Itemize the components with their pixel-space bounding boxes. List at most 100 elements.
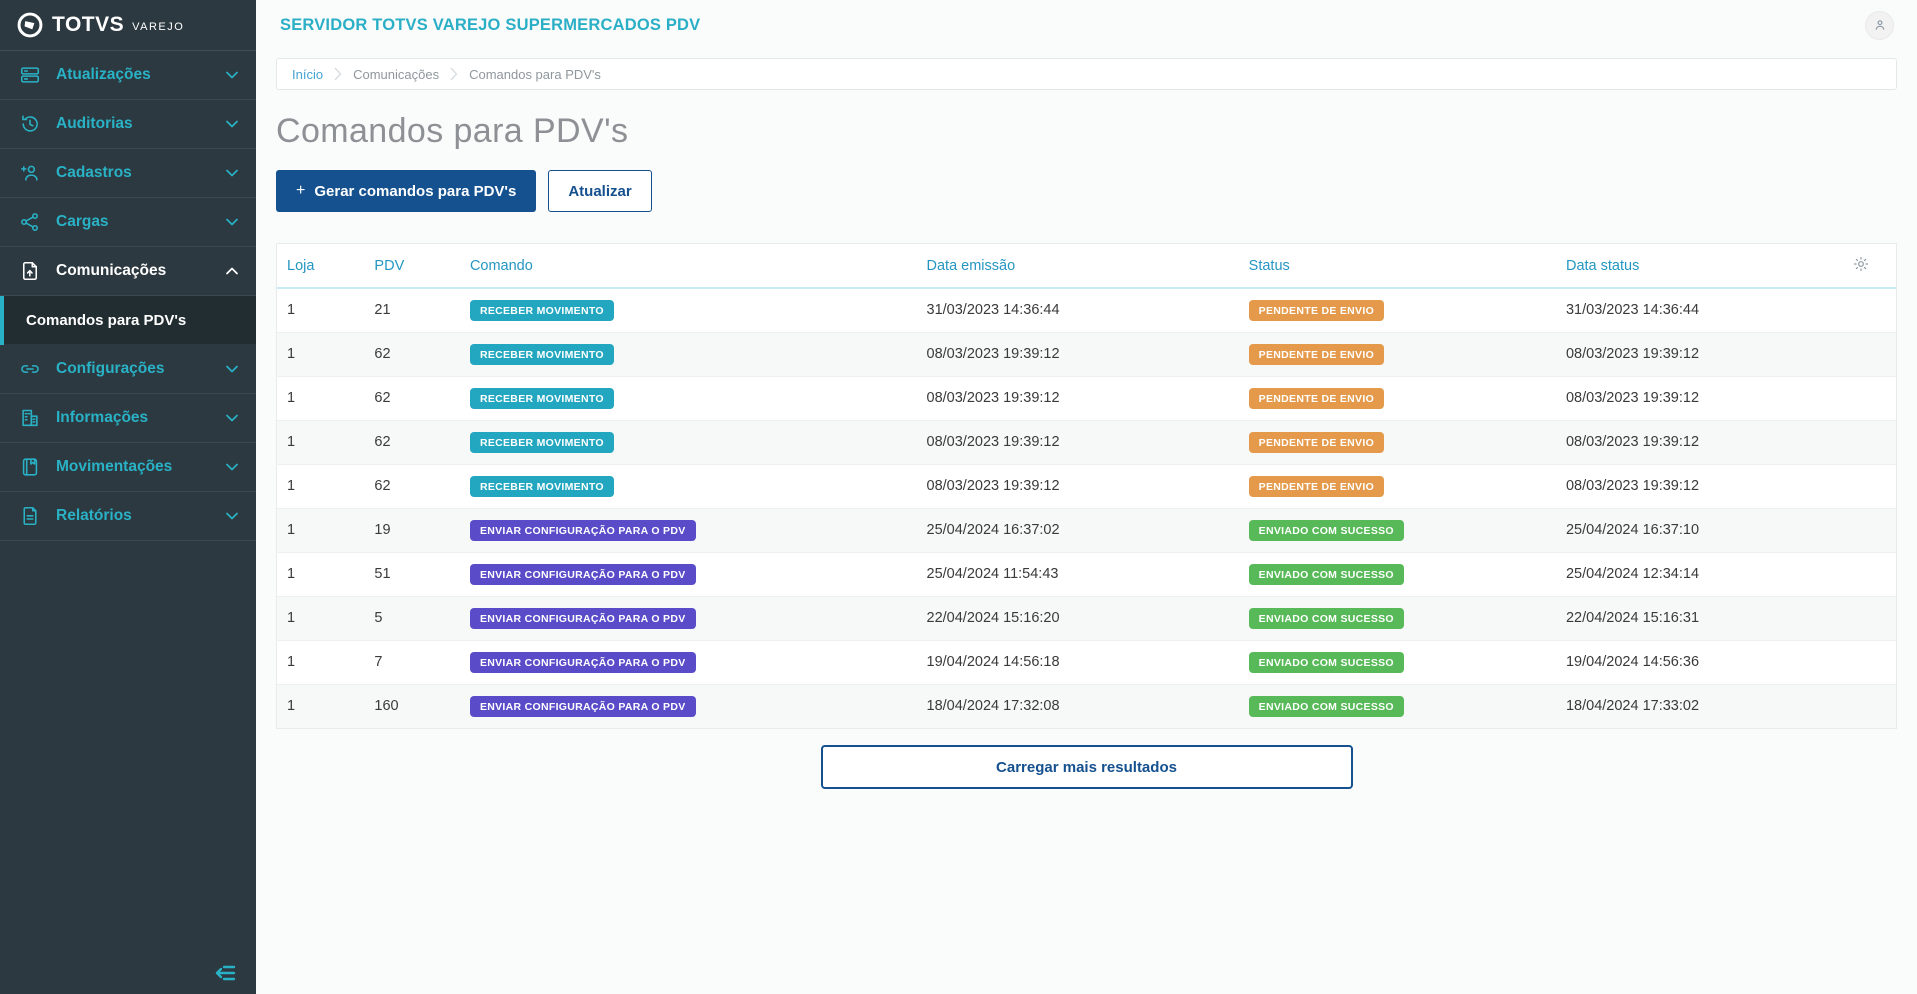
cell-loja: 1	[287, 698, 296, 715]
generate-commands-button[interactable]: + Gerar comandos para PDV's	[276, 170, 537, 212]
command-badge: ENVIAR CONFIGURAÇÃO PARA O PDV	[469, 563, 696, 585]
table-row[interactable]: 1 5 ENVIAR CONFIGURAÇÃO PARA O PDV 22/04…	[277, 596, 1896, 640]
table-row[interactable]: 1 62 RECEBER MOVIMENTO 08/03/2023 19:39:…	[277, 464, 1896, 508]
collapse-sidebar-icon[interactable]	[214, 964, 236, 982]
command-badge: RECEBER MOVIMENTO	[469, 387, 614, 409]
commands-table: Loja PDV Comando Data emissão Status Dat…	[276, 243, 1897, 729]
breadcrumb-item-comunicacoes[interactable]: Comunicações	[353, 66, 440, 82]
gear-icon[interactable]	[1852, 255, 1870, 273]
table-row[interactable]: 1 160 ENVIAR CONFIGURAÇÃO PARA O PDV 18/…	[277, 684, 1896, 728]
cell-data-status: 22/04/2024 15:16:31	[1565, 610, 1700, 626]
cell-data-status: 08/03/2023 19:39:12	[1565, 390, 1700, 406]
status-badge: PENDENTE DE ENVIO	[1248, 387, 1385, 409]
cell-pdv: 19	[374, 522, 391, 538]
column-header-loja[interactable]: Loja	[277, 244, 365, 289]
cell-loja: 1	[287, 478, 296, 494]
cell-data-status: 08/03/2023 19:39:12	[1565, 478, 1700, 494]
cell-data-status: 19/04/2024 14:56:36	[1565, 654, 1700, 670]
cell-loja: 1	[287, 610, 296, 626]
refresh-button[interactable]: Atualizar	[548, 170, 652, 212]
sidebar-item-cargas[interactable]: Cargas	[0, 198, 256, 247]
brand-name: TOTVS	[52, 13, 125, 36]
load-more-button[interactable]: Carregar mais resultados	[820, 745, 1353, 789]
chevron-up-icon	[226, 267, 238, 275]
chevron-down-icon	[226, 463, 238, 471]
book-icon	[18, 456, 42, 478]
command-badge: ENVIAR CONFIGURAÇÃO PARA O PDV	[469, 651, 696, 673]
cell-pdv: 51	[374, 566, 391, 582]
sidebar-item-movimentacoes[interactable]: Movimentações	[0, 443, 256, 492]
sidebar-item-configuracoes[interactable]: Configurações	[0, 345, 256, 394]
chevron-down-icon	[226, 512, 238, 520]
main-area: SERVIDOR TOTVS VAREJO SUPERMERCADOS PDV …	[256, 0, 1917, 994]
load-more-row: Carregar mais resultados	[276, 729, 1897, 805]
cell-data-status: 08/03/2023 19:39:12	[1565, 346, 1700, 362]
table-row[interactable]: 1 19 ENVIAR CONFIGURAÇÃO PARA O PDV 25/0…	[277, 508, 1896, 552]
cell-loja: 1	[287, 346, 296, 362]
cell-data-emissao: 19/04/2024 14:56:18	[926, 654, 1060, 670]
sidebar-item-cadastros[interactable]: Cadastros	[0, 149, 256, 198]
cell-data-emissao: 08/03/2023 19:39:12	[926, 434, 1060, 450]
avatar[interactable]	[1866, 11, 1893, 39]
status-badge: ENVIADO COM SUCESSO	[1248, 563, 1404, 585]
sidebar-item-label: Configurações	[56, 360, 165, 377]
status-badge: ENVIADO COM SUCESSO	[1248, 607, 1404, 629]
sidebar-submenu-comunicacoes: Comandos para PDV's	[0, 296, 256, 345]
table-row[interactable]: 1 21 RECEBER MOVIMENTO 31/03/2023 14:36:…	[277, 288, 1896, 332]
share-icon	[18, 211, 42, 233]
sidebar-item-auditorias[interactable]: Auditorias	[0, 100, 256, 149]
table-row[interactable]: 1 62 RECEBER MOVIMENTO 08/03/2023 19:39:…	[277, 420, 1896, 464]
add-user-icon	[18, 162, 42, 184]
cell-pdv: 62	[374, 434, 391, 450]
plus-icon: +	[296, 182, 306, 199]
breadcrumb-link-inicio[interactable]: Início	[292, 66, 324, 82]
sidebar-subitem-comandos-para-pdvs[interactable]: Comandos para PDV's	[4, 296, 256, 345]
chevron-down-icon	[226, 120, 238, 128]
breadcrumb: Início Comunicações Comandos para PDV's	[276, 58, 1897, 90]
sidebar: TOTVS VAREJO Atualizações Auditorias	[0, 0, 256, 994]
report-icon	[18, 505, 42, 527]
content: Início Comunicações Comandos para PDV's …	[256, 50, 1917, 805]
sidebar-item-label: Informações	[56, 409, 149, 426]
cell-pdv: 160	[374, 698, 399, 715]
brand-logo[interactable]: TOTVS VAREJO	[0, 0, 256, 51]
cell-loja: 1	[287, 434, 296, 450]
command-badge: ENVIAR CONFIGURAÇÃO PARA O PDV	[469, 607, 696, 629]
sidebar-item-label: Relatórios	[56, 507, 132, 524]
column-header-pdv[interactable]: PDV	[364, 244, 460, 289]
column-header-comando[interactable]: Comando	[459, 244, 917, 289]
command-badge: RECEBER MOVIMENTO	[469, 431, 614, 453]
cell-data-status: 08/03/2023 19:39:12	[1565, 434, 1700, 450]
sidebar-item-atualizacoes[interactable]: Atualizações	[0, 51, 256, 100]
column-header-data-status[interactable]: Data status	[1555, 244, 1853, 289]
table-row[interactable]: 1 62 RECEBER MOVIMENTO 08/03/2023 19:39:…	[277, 332, 1896, 376]
sidebar-item-label: Cadastros	[56, 164, 132, 181]
sidebar-item-comunicacoes[interactable]: Comunicações	[0, 247, 256, 296]
cell-data-status: 25/04/2024 12:34:14	[1565, 566, 1700, 582]
sidebar-item-relatorios[interactable]: Relatórios	[0, 492, 256, 541]
status-badge: PENDENTE DE ENVIO	[1248, 343, 1385, 365]
chevron-down-icon	[226, 414, 238, 422]
cell-loja: 1	[287, 390, 296, 406]
sidebar-nav: Atualizações Auditorias Cadastros	[0, 51, 256, 994]
sidebar-item-label: Auditorias	[56, 115, 133, 132]
sidebar-item-label: Cargas	[56, 213, 109, 230]
table-row[interactable]: 1 7 ENVIAR CONFIGURAÇÃO PARA O PDV 19/04…	[277, 640, 1896, 684]
table-row[interactable]: 1 51 ENVIAR CONFIGURAÇÃO PARA O PDV 25/0…	[277, 552, 1896, 596]
chevron-down-icon	[226, 218, 238, 226]
command-badge: ENVIAR CONFIGURAÇÃO PARA O PDV	[469, 519, 696, 541]
table-settings-cell	[1852, 244, 1896, 289]
cell-loja: 1	[287, 302, 296, 319]
column-header-status[interactable]: Status	[1238, 244, 1556, 289]
server-icon	[18, 64, 42, 86]
cell-data-emissao: 08/03/2023 19:39:12	[926, 478, 1060, 494]
status-badge: ENVIADO COM SUCESSO	[1248, 519, 1404, 541]
column-header-data-emissao[interactable]: Data emissão	[916, 244, 1239, 289]
cell-data-emissao: 08/03/2023 19:39:12	[926, 346, 1060, 362]
sidebar-item-informacoes[interactable]: Informações	[0, 394, 256, 443]
link-icon	[18, 358, 42, 380]
table-row[interactable]: 1 62 RECEBER MOVIMENTO 08/03/2023 19:39:…	[277, 376, 1896, 420]
page-title: Comandos para PDV's	[276, 112, 629, 150]
table-header-row: Loja PDV Comando Data emissão Status Dat…	[277, 244, 1896, 289]
